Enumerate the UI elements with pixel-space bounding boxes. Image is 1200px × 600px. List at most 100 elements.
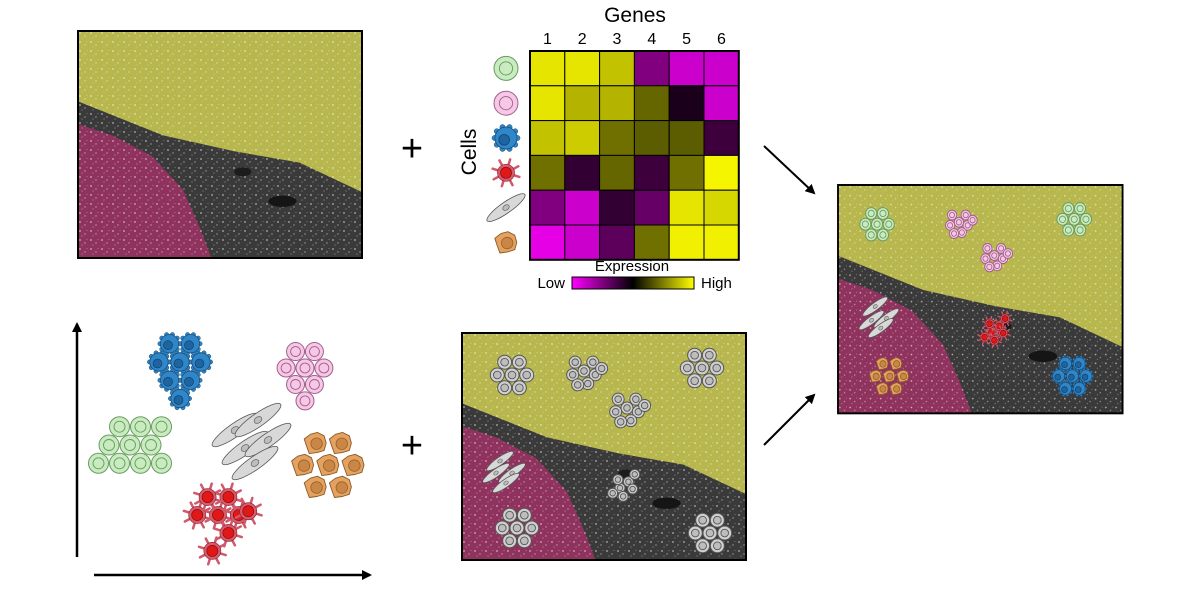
pink-cell	[295, 391, 315, 411]
gray-cell	[504, 367, 520, 383]
pink-cell	[948, 228, 960, 239]
colorbar-gradient	[571, 276, 695, 290]
pink-cell	[314, 358, 334, 378]
blue-cell	[157, 368, 182, 392]
heatmap-cell	[633, 120, 670, 156]
blue-cell	[1078, 368, 1094, 385]
green-cell	[876, 228, 889, 242]
gray-cell	[687, 373, 703, 389]
vessel	[652, 497, 681, 509]
heatmap-cell	[599, 85, 635, 122]
gray-cell	[516, 533, 532, 549]
blue-cell	[168, 387, 192, 411]
gray-cell	[509, 520, 525, 536]
gene-label: 5	[682, 31, 691, 48]
gray-cell	[709, 512, 725, 528]
red-cell	[997, 310, 1013, 327]
pink-cluster	[980, 242, 1014, 273]
colorbar-high-label: High	[701, 275, 732, 292]
gray-cell	[516, 507, 532, 523]
gray-cell	[612, 474, 624, 486]
gray-cluster	[679, 347, 725, 389]
red-cell	[977, 329, 993, 346]
green-cell	[876, 207, 889, 220]
cell-clusters	[88, 332, 365, 566]
orange-cell	[896, 369, 910, 383]
pink-cell	[304, 342, 324, 362]
green-cell	[871, 217, 884, 231]
heatmap-cell	[703, 50, 740, 87]
pink-cell	[946, 209, 958, 221]
gray-cell	[511, 380, 527, 396]
gray-cell	[494, 520, 510, 536]
orange-cell	[291, 453, 315, 477]
red-cell	[193, 482, 223, 512]
green-cell	[109, 416, 130, 438]
blue-cell	[157, 332, 182, 356]
pink-cluster	[944, 209, 978, 239]
green-cell	[1056, 212, 1069, 226]
gray-cell	[679, 360, 695, 376]
pink-cluster	[276, 342, 334, 411]
gray-cell	[524, 520, 540, 536]
green-cluster	[88, 416, 172, 474]
red-cluster	[182, 482, 263, 566]
heatmap-cell	[529, 50, 566, 87]
pink-cell	[982, 242, 993, 254]
green-cell-icon	[493, 55, 519, 81]
spindle-cell	[482, 462, 510, 484]
tissue-texture	[78, 31, 362, 258]
gray-cell	[702, 525, 718, 541]
red-cell	[182, 500, 212, 530]
heatmap-row-label: Cells	[458, 129, 481, 176]
gray-cell	[571, 378, 585, 392]
spindle-cell	[244, 422, 292, 458]
tissue-panel-result	[837, 184, 1124, 415]
green-cell	[859, 217, 872, 231]
orange-cluster	[868, 357, 910, 396]
spindle-cell-icon	[486, 193, 526, 222]
pink-cell	[276, 358, 296, 378]
panel-border	[77, 30, 363, 259]
pink-cell	[304, 374, 324, 394]
heatmap-cell	[668, 85, 705, 122]
green-cell	[1062, 202, 1075, 215]
pink-cell	[953, 216, 965, 228]
green-cell	[1068, 212, 1081, 226]
green-cell	[130, 416, 151, 438]
spindle-cell	[486, 450, 514, 472]
spindle-cluster	[858, 296, 900, 339]
gray-cell	[489, 367, 505, 383]
heatmap-cell	[564, 120, 601, 156]
red-cell-icon	[491, 158, 521, 188]
gray-cell	[695, 538, 711, 554]
heatmap-cell	[668, 189, 705, 226]
gene-label: 3	[613, 31, 622, 48]
heatmap-border	[529, 50, 740, 261]
gene-label: 6	[717, 31, 726, 48]
heatmap-cell	[703, 85, 740, 122]
gray-spindle-cluster	[482, 450, 526, 494]
blue-cell	[1071, 380, 1088, 397]
gray-cell	[687, 525, 703, 541]
orange-cell	[303, 475, 327, 498]
orange-cell	[328, 431, 352, 455]
heatmap-cell	[633, 85, 670, 122]
orange-cell	[341, 453, 365, 477]
heatmap-cell	[703, 189, 740, 226]
gray-cell	[701, 347, 717, 363]
heatmap-cell	[564, 224, 601, 261]
gray-cell	[687, 347, 703, 363]
gray-cell	[709, 360, 725, 376]
green-cell	[1079, 212, 1092, 226]
gray-cell	[701, 373, 717, 389]
blue-cluster	[1050, 355, 1094, 397]
gray-cell	[717, 525, 733, 541]
pink-cell	[960, 209, 971, 221]
gene-number-labels: 1 2 3 4 5 6	[543, 31, 726, 48]
red-cell	[981, 315, 998, 332]
colorbar-low-label: Low	[537, 275, 565, 292]
orange-cell	[868, 369, 882, 383]
heatmap-cell	[633, 189, 670, 226]
heatmap-cell	[599, 189, 635, 226]
